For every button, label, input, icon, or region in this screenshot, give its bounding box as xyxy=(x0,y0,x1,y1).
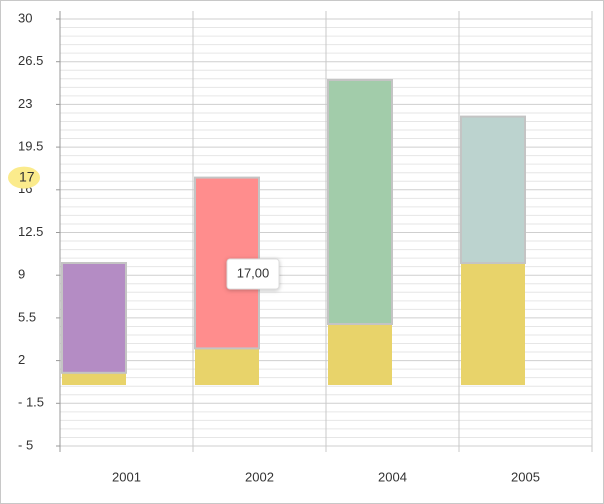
axis-highlight-label: 17 xyxy=(19,168,35,184)
base-bar xyxy=(195,348,259,385)
x-tick-label: 2002 xyxy=(245,469,274,484)
tooltip-text: 17,00 xyxy=(237,265,270,280)
y-tick-label: 12.5 xyxy=(18,224,43,239)
y-tick-label: - 5 xyxy=(18,437,33,452)
y-tick-label: 9 xyxy=(18,267,25,282)
y-tick-label: 26.5 xyxy=(18,53,43,68)
y-tick-label: 5.5 xyxy=(18,309,36,324)
range-bar xyxy=(327,79,393,325)
y-tick-label: - 1.5 xyxy=(18,395,44,410)
base-bar xyxy=(461,263,525,385)
tooltip-box xyxy=(226,258,280,290)
range-bar xyxy=(61,262,127,374)
x-tick-label: 2001 xyxy=(112,469,141,484)
base-bar xyxy=(62,372,126,385)
x-tick-label: 2005 xyxy=(511,469,540,484)
y-tick-label: 19.5 xyxy=(18,139,43,154)
axis-highlight xyxy=(8,166,40,189)
range-bar xyxy=(460,115,526,264)
y-tick-label: 30 xyxy=(18,10,32,25)
y-tick-label: 23 xyxy=(18,96,32,111)
base-bar xyxy=(328,324,392,385)
y-tick-label: 2 xyxy=(18,352,25,367)
x-tick-label: 2004 xyxy=(378,469,407,484)
